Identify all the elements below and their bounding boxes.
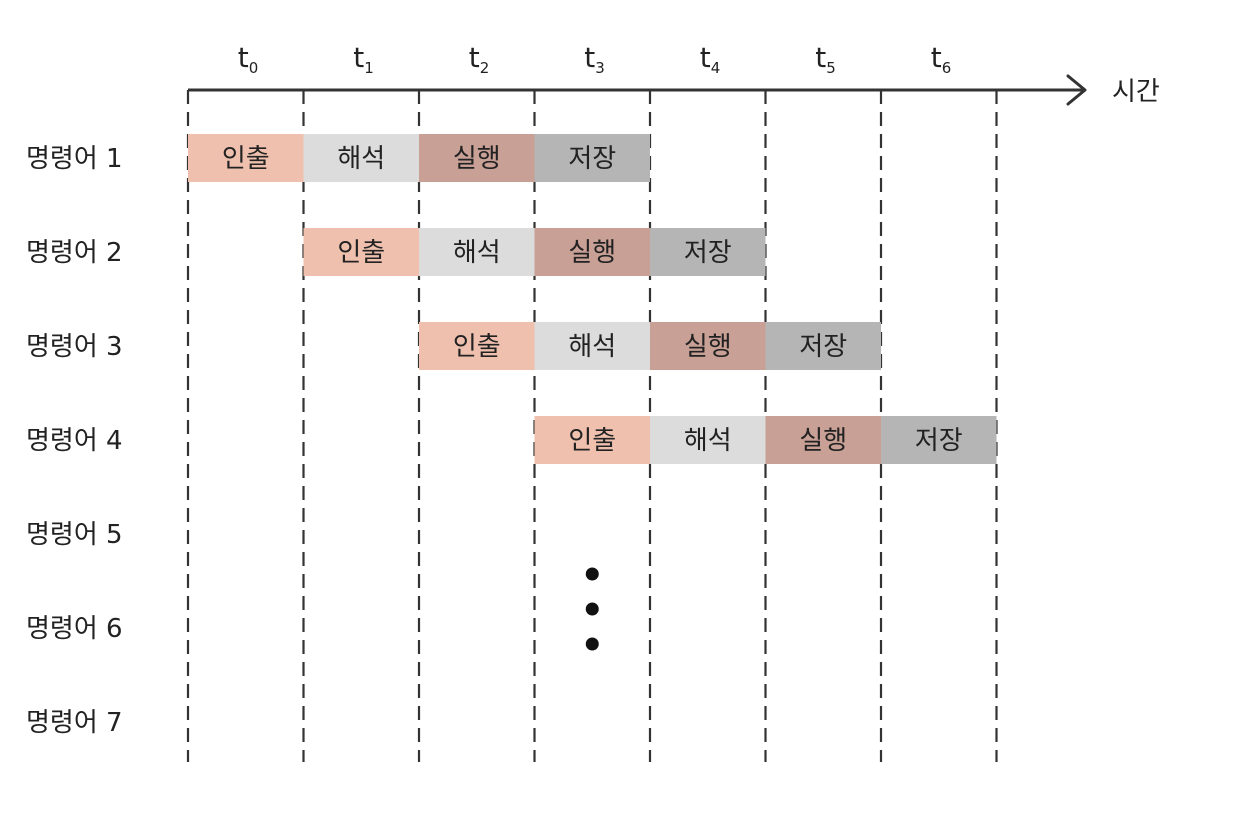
stage-cell-label: 실행 [568, 238, 616, 268]
stage-cell-label: 해석 [337, 144, 385, 174]
stage-cell-fill [650, 322, 766, 370]
stage-cell: 인출 [419, 322, 535, 370]
stage-cell-label: 인출 [453, 332, 501, 362]
continuation-dots [585, 567, 599, 651]
stage-cell-label: 해석 [684, 426, 732, 456]
stage-cell-fill [419, 134, 535, 182]
instruction-labels: 명령어 1 명령어 2 명령어 3 명령어 4 명령어 5 명령어 6 명령어 7 [26, 144, 123, 738]
continuation-dot [585, 637, 599, 651]
instruction-label: 명령어 2 [26, 238, 123, 268]
stage-cell-fill [188, 134, 304, 182]
instruction-label: 명령어 3 [26, 332, 123, 362]
stage-cell-fill [650, 416, 766, 464]
stage-cell-label: 인출 [337, 238, 385, 268]
stage-cell-fill [303, 228, 419, 276]
time-axis-label: 시간 [1112, 77, 1160, 107]
stage-cell: 저장 [881, 416, 997, 464]
time-tick-label: t4 [700, 41, 721, 77]
time-tick-label: t0 [238, 41, 259, 77]
stage-cell: 저장 [765, 322, 881, 370]
stage-cell-label: 저장 [915, 426, 963, 456]
stage-cell: 인출 [303, 228, 419, 276]
stage-cell-label: 해석 [568, 332, 616, 362]
instruction-label: 명령어 4 [26, 426, 123, 456]
stage-cell-fill [534, 322, 650, 370]
stage-cell: 실행 [765, 416, 881, 464]
stage-cell-fill [881, 416, 997, 464]
stage-cell: 실행 [419, 134, 535, 182]
stage-cell-fill [534, 416, 650, 464]
time-tick-labels: t0 t1 t2 t3 t4 t5 t6 [238, 41, 952, 77]
time-tick-label: t2 [469, 41, 490, 77]
stage-cell-label: 실행 [799, 426, 847, 456]
stage-cell: 실행 [650, 322, 766, 370]
stage-cell-fill [765, 322, 881, 370]
instruction-label: 명령어 5 [26, 520, 123, 550]
time-tick-label: t5 [815, 41, 836, 77]
stage-cell-fill [765, 416, 881, 464]
stage-cell: 해석 [534, 322, 650, 370]
stage-cell-fill [419, 322, 535, 370]
stage-cell: 실행 [534, 228, 650, 276]
time-axis: 시간 [188, 74, 1160, 107]
stage-cell-label: 인출 [568, 426, 616, 456]
stage-cell-label: 저장 [799, 332, 847, 362]
time-tick-label: t1 [353, 41, 374, 77]
stage-cell: 해석 [419, 228, 535, 276]
continuation-dot [585, 602, 599, 616]
stage-cell-fill [650, 228, 766, 276]
instruction-label: 명령어 7 [26, 708, 123, 738]
stage-cell: 해석 [303, 134, 419, 182]
time-tick-label: t6 [931, 41, 952, 77]
stage-cell: 인출 [188, 134, 304, 182]
stage-cell-label: 인출 [222, 144, 270, 174]
instruction-label: 명령어 6 [26, 614, 123, 644]
instruction-label: 명령어 1 [26, 144, 123, 174]
stage-cell-fill [534, 228, 650, 276]
stage-cell-label: 저장 [568, 144, 616, 174]
stage-cell: 인출 [534, 416, 650, 464]
stage-cell-label: 실행 [684, 332, 732, 362]
stage-cell-fill [534, 134, 650, 182]
stage-cell-fill [303, 134, 419, 182]
stage-cell-label: 저장 [684, 238, 732, 268]
continuation-dot [585, 567, 599, 581]
stage-cell: 저장 [650, 228, 766, 276]
time-tick-label: t3 [584, 41, 605, 77]
stage-cell-label: 해석 [453, 238, 501, 268]
time-axis-arrowhead-icon [1066, 74, 1087, 106]
stage-cell-label: 실행 [453, 144, 501, 174]
stage-cell: 저장 [534, 134, 650, 182]
stage-cell: 해석 [650, 416, 766, 464]
stage-cell-fill [419, 228, 535, 276]
